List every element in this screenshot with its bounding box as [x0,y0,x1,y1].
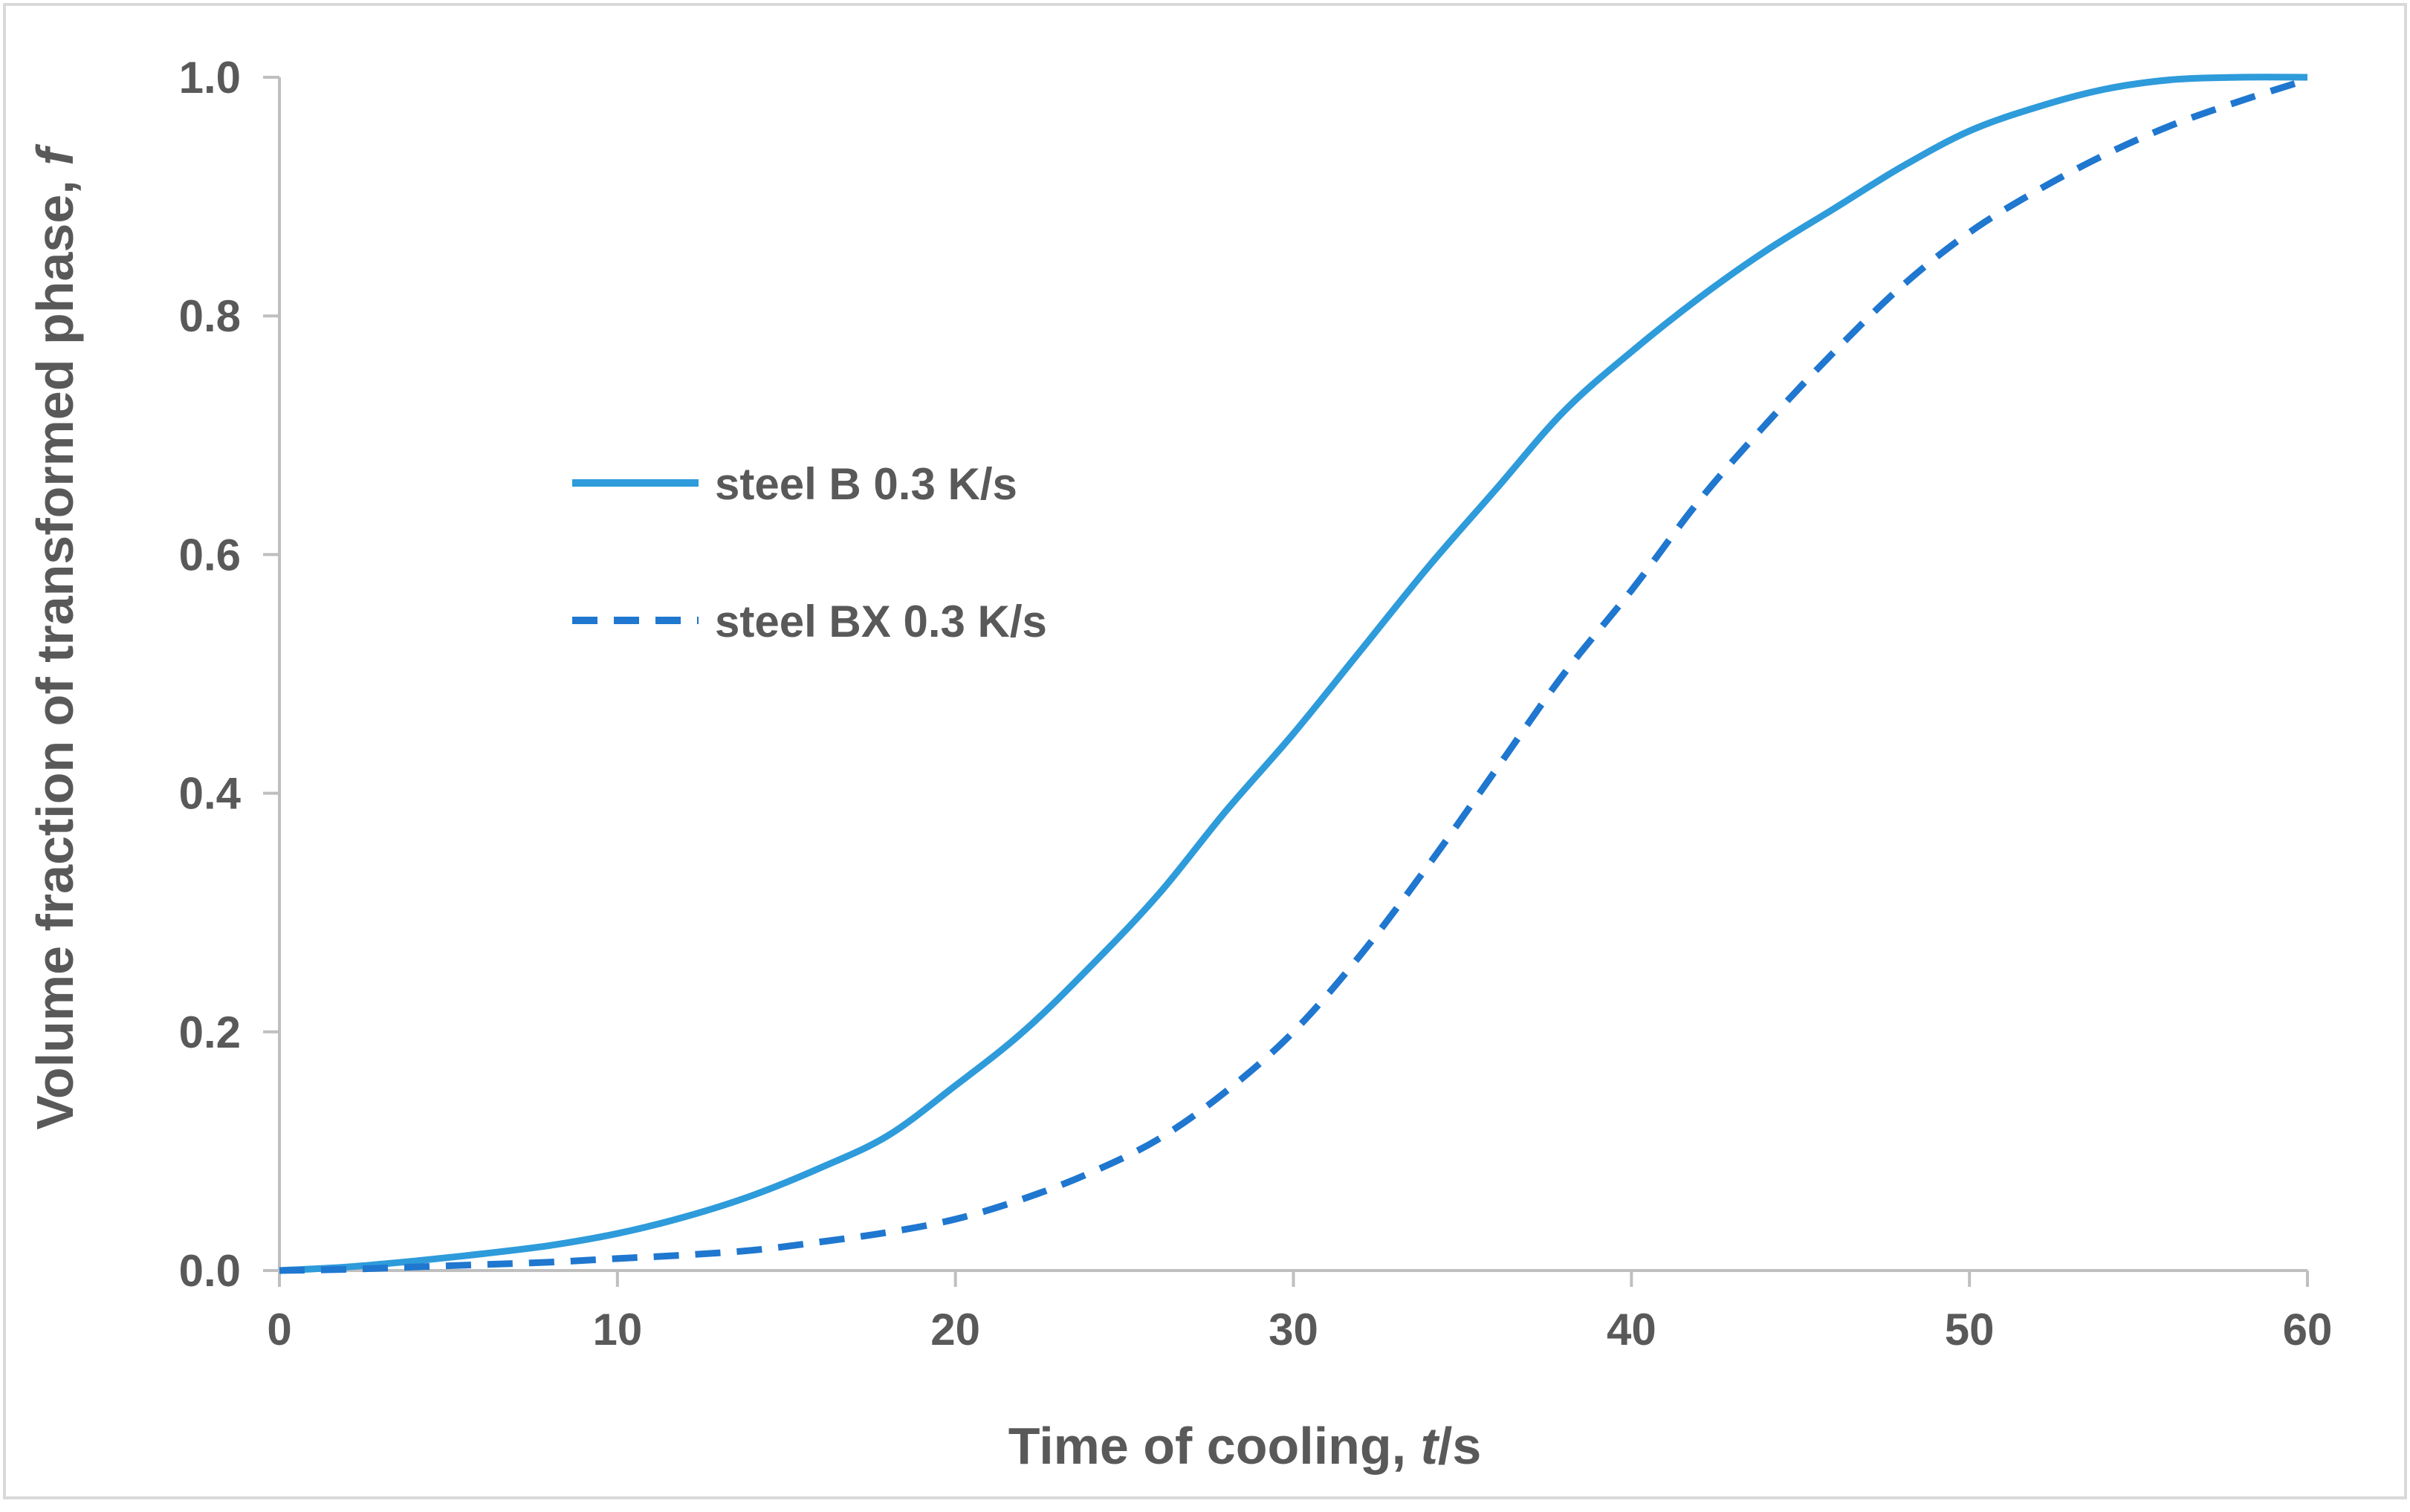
x-tick-label: 40 [1607,1305,1656,1354]
y-tick-label: 0.8 [179,291,241,341]
x-tick-label: 20 [930,1305,980,1354]
series-layer [279,74,2309,1274]
legend-label-steel-b: steel B 0.3 K/s [715,459,1017,509]
y-tick-label: 0.0 [179,1246,241,1296]
legend-label-steel-bx: steel BX 0.3 K/s [715,597,1047,646]
x-tick-label: 10 [592,1305,642,1354]
legend: steel B 0.3 K/s steel BX 0.3 K/s [572,459,1047,646]
x-axis-ticks: 0 10 20 30 40 50 60 [267,1271,2332,1354]
y-axis-ticks: 0.0 0.2 0.4 0.6 0.8 1.0 [179,53,279,1296]
x-axis-title: Time of cooling, t/s [1008,1417,1482,1475]
y-axis-title: Volume fraction of transformed phase, f [26,143,84,1130]
figure-border [3,3,2407,1499]
x-tick-label: 50 [1945,1305,1995,1354]
x-tick-label: 60 [2283,1305,2333,1354]
series-line-steel-b [279,74,2308,1274]
y-tick-label: 0.2 [179,1008,241,1057]
x-tick-label: 30 [1269,1305,1318,1354]
y-tick-label: 1.0 [179,53,241,103]
y-tick-label: 0.4 [179,769,242,819]
x-tick-label: 0 [267,1305,291,1354]
y-tick-label: 0.6 [179,530,241,580]
